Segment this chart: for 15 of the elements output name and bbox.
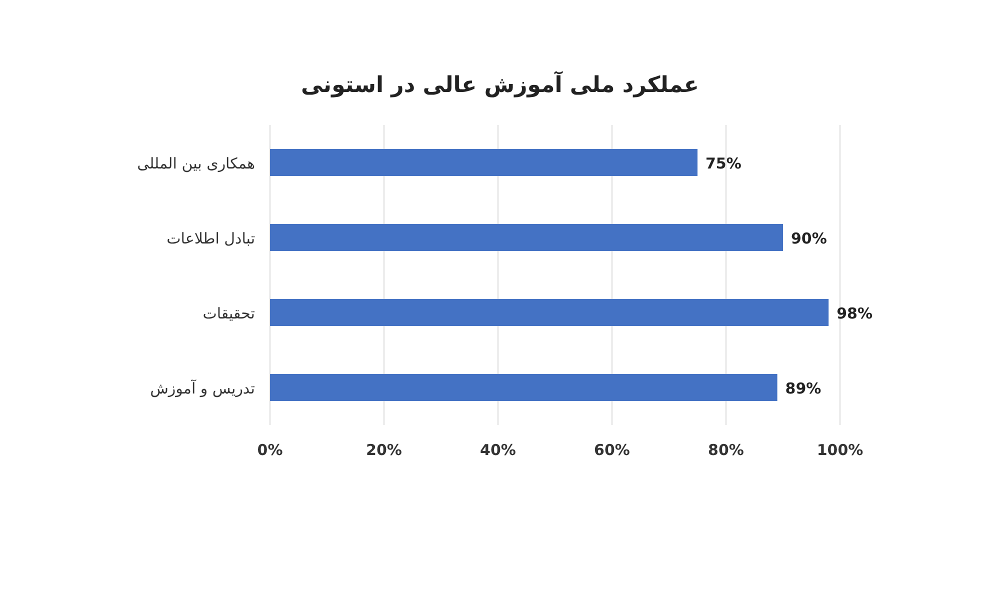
- y-tick-label: تبادل اطلاعات: [166, 230, 255, 248]
- y-tick-label: همکاری بین المللی: [137, 154, 256, 172]
- data-label: 90%: [791, 230, 827, 248]
- x-tick-label: 40%: [480, 441, 516, 459]
- data-label: 89%: [785, 380, 822, 398]
- chart-title: عملکرد ملی آموزش عالی در استونی: [301, 71, 699, 98]
- y-tick-label: تدریس و آموزش: [150, 378, 255, 398]
- x-tick-label: 20%: [366, 441, 402, 459]
- x-tick-label: 0%: [257, 441, 283, 459]
- data-label: 75%: [706, 154, 742, 172]
- y-tick-label: تحقیقات: [202, 304, 255, 322]
- x-tick-label: 80%: [708, 441, 744, 459]
- data-label: 98%: [836, 304, 873, 322]
- x-tick-label: 100%: [816, 441, 864, 459]
- x-tick-label: 60%: [594, 441, 630, 459]
